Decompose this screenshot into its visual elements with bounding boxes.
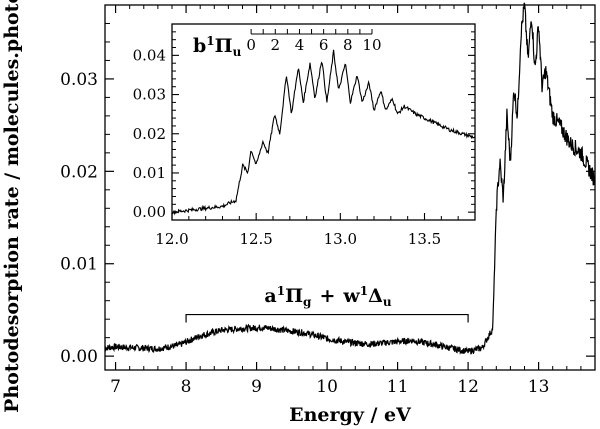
b-core: Π — [215, 35, 233, 57]
main-x-tick-labels: 7 8 9 10 11 12 13 — [110, 377, 549, 397]
b-sub: u — [233, 45, 242, 59]
vibrational-scale-ticks — [250, 29, 373, 34]
w-sub: u — [383, 295, 392, 309]
main-x-tick-label: 9 — [251, 377, 262, 397]
a-core: Π — [285, 285, 303, 307]
inset-plot-frame — [171, 23, 476, 221]
main-plot-frame — [104, 4, 596, 371]
y-axis-title-text: Photodesorption rate / molecules.photon — [1, 0, 23, 413]
y-axis-title: Photodesorption rate / molecules.photon−… — [0, 0, 23, 413]
b-label: b — [193, 35, 206, 57]
w-sup: 1 — [360, 284, 368, 298]
vibrational-label: 2 — [271, 36, 281, 54]
main-x-tick-label: 10 — [316, 377, 338, 397]
y-axis-title-group: Photodesorption rate / molecules.photon−… — [0, 0, 23, 413]
inset-y-tick-labels: 0.00 0.01 0.02 0.03 0.04 — [133, 46, 166, 221]
main-y-ticks — [105, 4, 595, 357]
a-label: a — [264, 285, 276, 307]
main-y-tick-label: 0.03 — [60, 70, 98, 90]
b-state-label: b1Πu — [193, 34, 242, 59]
a-w-bracket — [185, 313, 469, 323]
inset-x-tick-labels: 12.0 12.5 13.0 13.5 — [155, 230, 441, 248]
inset-x-tick-label: 12.5 — [239, 230, 272, 248]
inset-x-tick-label: 13.5 — [408, 230, 441, 248]
vibrational-scale-labels: 0 2 4 6 8 10 — [246, 36, 381, 54]
main-x-ticks — [114, 5, 596, 370]
main-x-tick-label: 11 — [387, 377, 409, 397]
a-sup: 1 — [277, 284, 285, 298]
inset-x-tick-label: 13.0 — [324, 230, 357, 248]
main-series-line — [104, 2, 596, 355]
vibrational-label: 10 — [362, 36, 381, 54]
inset-y-ticks — [172, 23, 475, 213]
inset-y-tick-label: 0.01 — [133, 164, 166, 182]
vibrational-label: 8 — [343, 36, 353, 54]
inset-x-tick-label: 12.0 — [155, 230, 188, 248]
main-x-tick-label: 8 — [181, 377, 192, 397]
inset-y-tick-label: 0.03 — [133, 86, 166, 104]
vibrational-label: 4 — [295, 36, 305, 54]
main-y-tick-label: 0.02 — [60, 162, 98, 182]
vibrational-label: 0 — [246, 36, 256, 54]
a-w-state-label: a1Πg + w1Δu — [264, 284, 391, 309]
main-x-tick-label: 13 — [528, 377, 550, 397]
inset-y-tick-label: 0.04 — [133, 46, 166, 64]
w-core: Δ — [368, 285, 383, 307]
x-axis-title: Energy / eV — [289, 404, 412, 426]
inset-y-tick-label: 0.00 — [133, 203, 166, 221]
plus-sign: + — [319, 285, 335, 307]
inset-x-ticks — [171, 213, 476, 220]
a-sub: g — [303, 295, 312, 309]
b-sup: 1 — [206, 34, 214, 48]
main-y-tick-labels: 0.00 0.01 0.02 0.03 — [60, 70, 98, 367]
main-x-tick-label: 12 — [457, 377, 479, 397]
vibrational-label: 6 — [319, 36, 329, 54]
inset-series-line — [172, 49, 476, 216]
main-y-tick-label: 0.00 — [60, 347, 98, 367]
main-x-tick-label: 7 — [110, 377, 121, 397]
main-y-tick-label: 0.01 — [60, 255, 98, 275]
inset-y-tick-label: 0.02 — [133, 125, 166, 143]
w-label: w — [342, 285, 360, 307]
